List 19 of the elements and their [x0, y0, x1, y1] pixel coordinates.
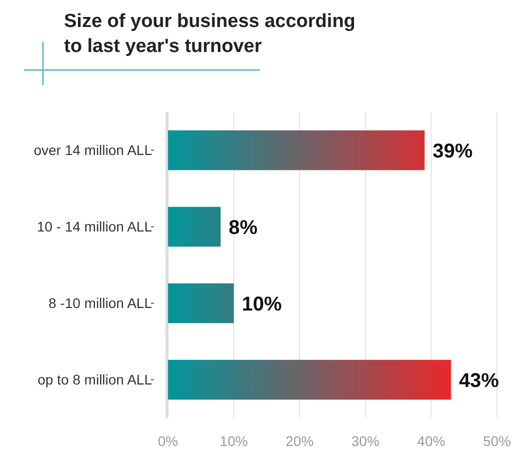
x-tick-label: 30%	[351, 433, 380, 449]
bar	[168, 283, 234, 324]
x-tick-label: 0%	[158, 433, 178, 449]
chart-title: Size of your business according to last year's turnover	[64, 11, 356, 57]
text: 39%	[432, 140, 473, 162]
y-tick-label: over 14 million ALL	[34, 142, 152, 158]
bar	[168, 206, 221, 247]
bar	[168, 130, 425, 170]
y-tick-label: op to 8 million ALL	[38, 372, 152, 388]
y-tick-label: 8 -10 million ALL	[48, 295, 152, 312]
x-tick-label: 50%	[482, 433, 512, 449]
bar	[168, 360, 451, 400]
text: 10%	[242, 293, 282, 316]
y-tick-label: 10 - 14 million ALL	[36, 218, 152, 235]
x-tick-label: 40%	[417, 433, 446, 449]
text: 8%	[228, 216, 258, 239]
text: 43%	[458, 370, 499, 392]
x-tick-label: 10%	[220, 433, 248, 449]
x-tick-label: 20%	[286, 433, 314, 449]
